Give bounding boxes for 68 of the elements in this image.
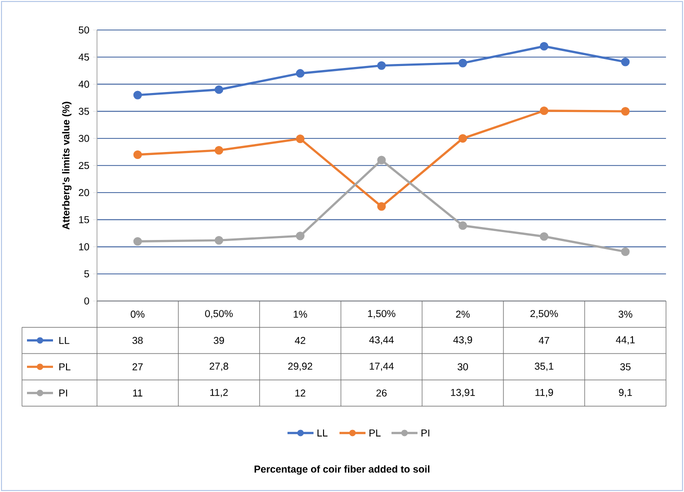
y-tick-label: 5 [84,270,90,278]
data-label: 35,1 [534,362,554,371]
point [377,156,386,164]
point [133,90,142,100]
y-tick-label: 20 [78,189,90,196]
data-label: 11 [133,390,142,396]
y-tick-label: 0 [84,297,90,305]
y-tick-label: 15 [79,216,90,224]
x-tick-label: 0,50% [205,310,233,318]
point [458,221,468,230]
data-label: 11,2 [210,388,228,398]
point [296,134,305,144]
point [133,237,142,246]
x-tick-label: 2% [456,310,470,318]
point [621,58,630,66]
data-label: 47 [538,336,550,344]
data-label: 35 [620,363,631,370]
data-label: 39 [214,336,224,344]
point [377,61,386,70]
data-label: 29,92 [288,362,312,371]
data-label: 27,8 [210,362,228,371]
point [621,106,630,116]
x-tick-label: 0% [130,310,144,318]
legend-label: PI [59,390,68,396]
y-tick-label: 25 [78,162,90,170]
point [296,69,305,78]
data-label: 27 [132,363,143,370]
data-label: 44,1 [616,336,635,344]
point [133,150,142,159]
point [540,232,548,241]
data-label: 26 [376,389,387,397]
data-label: 43,9 [453,336,472,345]
point [540,42,548,51]
point [214,146,224,155]
text: Percentage of coir fiber added to soil [254,465,430,475]
x-tick-label: 1% [294,310,308,318]
data-label: 9,1 [618,388,632,398]
legend-label: LL [59,336,70,344]
y-tick-label: 10 [79,243,90,250]
data-label: 38 [132,336,143,344]
point [458,134,468,143]
point [377,202,386,211]
text: PI [422,430,430,436]
point [296,232,305,240]
text: LL [318,430,328,436]
data-label: 43,44 [369,336,394,345]
data-label: 13,91 [451,388,475,398]
point [621,247,630,256]
legend-label: PL [59,363,70,370]
y-tick-label: 30 [78,134,90,142]
y-tick-label: 35 [78,108,90,115]
y-tick-label: 45 [78,54,90,61]
data-label: 12 [295,390,306,396]
data-label: 30 [458,363,468,370]
point [214,236,224,245]
x-tick-label: 3% [618,310,632,318]
data-label: 17,44 [370,362,394,371]
y-axis-title: Atterberg's limits value (%) [62,102,72,230]
text: PL [370,430,381,436]
point [540,106,548,116]
y-tick-label: 40 [78,80,90,88]
x-tick-label: 1,50% [368,310,396,318]
data-label: 42 [294,336,306,344]
point [458,58,468,68]
y-tick-label: 50 [78,26,90,34]
data-label: 11,9 [536,388,554,398]
x-tick-label: 2,50% [530,310,558,318]
point [214,85,224,94]
